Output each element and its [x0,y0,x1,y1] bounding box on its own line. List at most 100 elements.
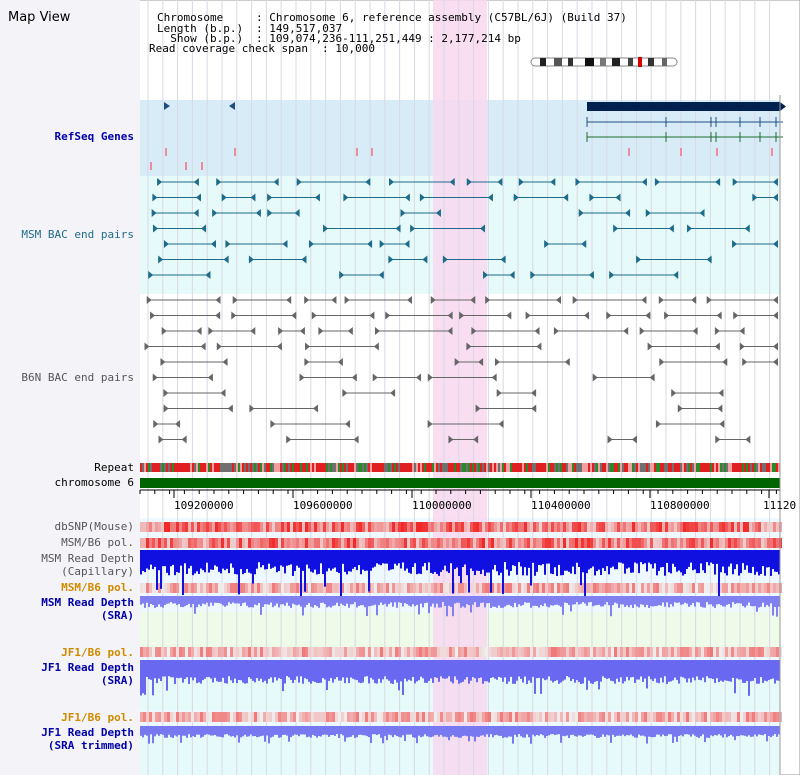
repeat-bin [616,463,618,472]
msm-pol2-bin [608,583,611,593]
chromosome-ideogram[interactable] [530,52,680,67]
b6n-bac-end [208,327,214,335]
repeat-bin [604,463,606,472]
msm-bac-end [613,224,619,233]
repeat-bin [696,463,698,472]
dbsnp-bin [767,522,770,532]
jf1-trim-depth-bin [518,726,520,735]
track-label-refseq-genes[interactable]: RefSeq Genes [54,130,134,143]
dbsnp-bin [341,522,344,532]
jf1-sra-depth-bin [162,660,164,677]
jf1-trim-depth-bin [416,726,418,744]
msm-pol-bin [569,538,572,548]
msm-sra-depth-bin [462,596,464,607]
msm-cap-depth-bin [364,550,366,571]
msm-cap-depth-bin [610,550,612,568]
msm-cap-depth-bin [740,550,742,574]
msm-pol2-bin [179,583,182,593]
jf1-trim-depth-bin [552,726,554,735]
msm-sra-depth-bin [148,596,150,608]
jf1-trim-depth-bin [394,726,396,735]
repeat-bin [524,463,526,472]
msm-bac-end [395,224,401,233]
jf1-pol-bin [437,647,440,657]
jf1-sra-depth-bin [250,660,252,679]
b6n-bac-end [331,296,337,304]
dbsnp-bin [497,522,500,532]
jf1-trim-depth-bin [690,726,692,737]
repeat-bin [382,463,384,472]
jf1-trim-depth-bin [442,726,444,737]
dbsnp-bin [299,522,302,532]
msm-sra-depth-bin [568,596,570,605]
msm-sra-depth-bin [498,596,500,606]
msm-sra-depth-bin [196,596,198,608]
msm-cap-depth-bin [630,550,632,573]
repeat-bin [504,463,506,472]
jf1-trim-depth-bin [494,726,496,736]
repeat-bin [588,463,590,472]
msm-pol2-bin [323,583,326,593]
msm-bac-end [706,255,712,264]
msm-cap-depth-bin [426,550,428,571]
jf1-sra-depth-bin [510,660,512,677]
msm-bac-end [732,178,738,186]
msm-pol2-bin [575,583,578,593]
jf1-trim-depth-bin [470,726,472,737]
jf1-pol2-bin [299,712,302,722]
jf1-sra-depth-bin [580,660,582,684]
msm-pol2-bin [407,583,410,593]
track-label-msm-bac[interactable]: MSM BAC end pairs [21,228,134,241]
repeat-bin [668,463,670,472]
jf1-trim-depth-bin [426,726,428,737]
msm-bac-end [581,240,587,248]
msm-cap-depth-bin [402,550,404,563]
b6n-bac-end [491,373,497,382]
jf1-sra-depth-bin [512,660,514,684]
repeat-bin [598,463,600,472]
msm-pol-bin [257,538,260,548]
msm-cap-depth-bin [348,550,350,572]
jf1-pol2-bin [725,712,728,722]
jf1-sra-depth-bin [460,660,462,683]
msm-pol2-bin [707,583,710,593]
msm-cap-depth-bin [448,550,450,573]
b6n-bac-end [160,358,166,366]
dbsnp-bin [176,522,179,532]
msm-cap-depth-bin [274,550,276,567]
track-label-b6n-bac[interactable]: B6N BAC end pairs [21,371,134,384]
msm-cap-depth-bin [306,550,308,565]
msm-cap-depth-bin [774,550,776,572]
dbsnp-bin [554,522,557,532]
msm-pol2-bin [551,583,554,593]
jf1-sra-depth-bin [150,660,152,680]
b6n-bac-end [427,420,433,428]
jf1-sra-depth-bin [710,660,712,679]
msm-pol-bin [746,538,749,548]
jf1-sra-depth-bin [708,660,710,679]
dbsnp-bin [707,522,710,532]
jf1-sra-depth-bin [296,660,298,677]
repeat-bin [552,463,554,472]
jf1-pol-bin [314,647,317,657]
jf1-sra-depth-bin [420,660,422,677]
jf1-sra-depth-bin [544,660,546,681]
msm-pol2-bin [230,583,233,593]
jf1-pol2-bin [590,712,593,722]
repeat-bin [572,463,574,472]
repeat-bin [188,463,190,472]
jf1-sra-depth-bin [238,660,240,681]
jf1-trim-depth-bin [412,726,414,738]
jf1-pol2-bin [776,712,779,722]
msm-sra-depth-bin [720,596,722,606]
b6n-bac-end [447,311,453,320]
jf1-sra-depth-bin [454,660,456,677]
repeat-bin [240,463,242,472]
msm-bac-end [367,240,373,248]
jf1-trim-depth-bin [436,726,438,735]
msm-cap-depth-bin [656,550,658,576]
jf1-sra-depth-bin [760,660,762,678]
jf1-sra-depth-bin [724,660,726,681]
msm-sra-depth-bin [690,596,692,606]
